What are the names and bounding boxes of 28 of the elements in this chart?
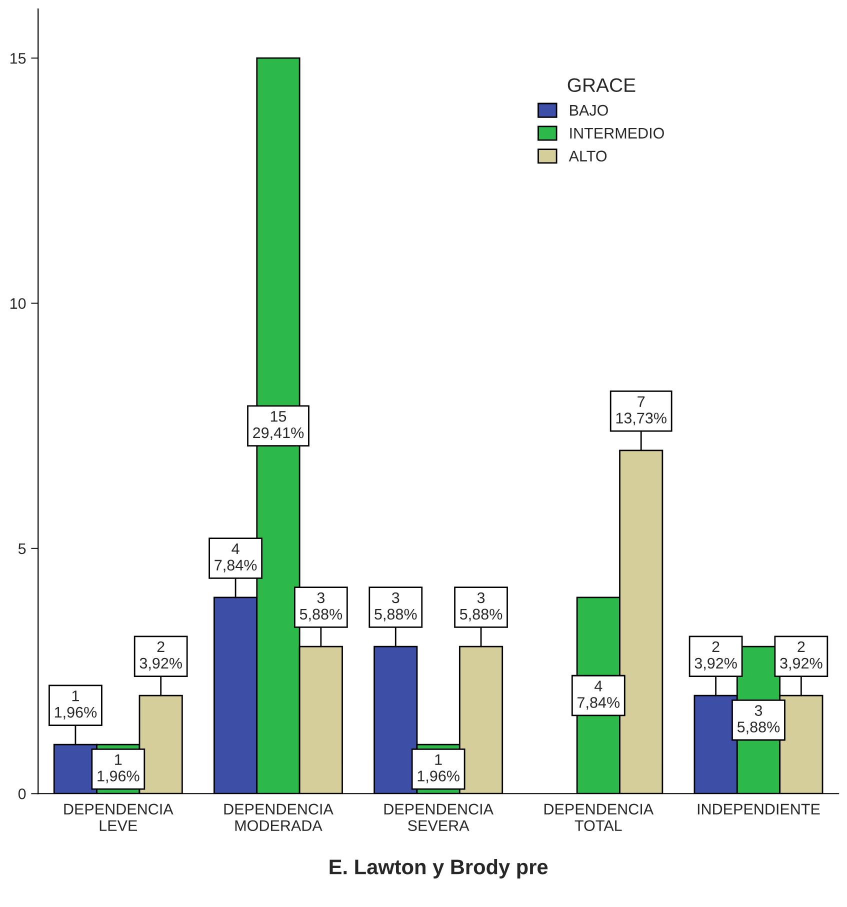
data-label: 4 7,84% (578, 680, 620, 710)
x-axis-title: E. Lawton y Brody pre (330, 859, 548, 878)
y-tick-label: 10 (10, 298, 26, 309)
data-label: 3 5,88% (737, 705, 780, 734)
legend-title: GRACE (568, 78, 636, 92)
data-label: 3 5,88% (460, 592, 502, 622)
x-tick-label: DEPENDENCIA SEVERA (384, 804, 494, 832)
x-tick-label: DEPENDENCIA MODERADA (224, 804, 334, 832)
data-label: 2 3,92% (780, 641, 822, 670)
data-label: 1 1,96% (54, 690, 97, 720)
data-label: 7 13,73% (616, 396, 666, 426)
data-label: 1 1,96% (418, 754, 460, 784)
y-tick-label: 15 (10, 53, 26, 64)
x-tick-label: DEPENDENCIA LEVE (64, 804, 174, 831)
data-label: 4 7,84% (214, 543, 257, 572)
data-label: 2 3,92% (694, 641, 737, 670)
data-label: 2 3,92% (140, 641, 182, 670)
legend-label: BAJO (570, 104, 608, 116)
data-label: 15 29,41% (253, 411, 304, 440)
legend-label: ALTO (568, 150, 607, 162)
y-tick-label: 5 (18, 543, 26, 554)
x-tick-label: DEPENDENCIA TOTAL (544, 804, 654, 832)
data-label: 3 5,88% (300, 592, 342, 622)
data-label: 3 5,88% (374, 592, 417, 622)
x-tick-label: INDEPENDIENTE (698, 804, 820, 814)
data-label: 1 1,96% (98, 754, 140, 784)
legend-label: INTERMEDIO (570, 128, 664, 139)
y-tick-label: 0 (18, 788, 26, 800)
